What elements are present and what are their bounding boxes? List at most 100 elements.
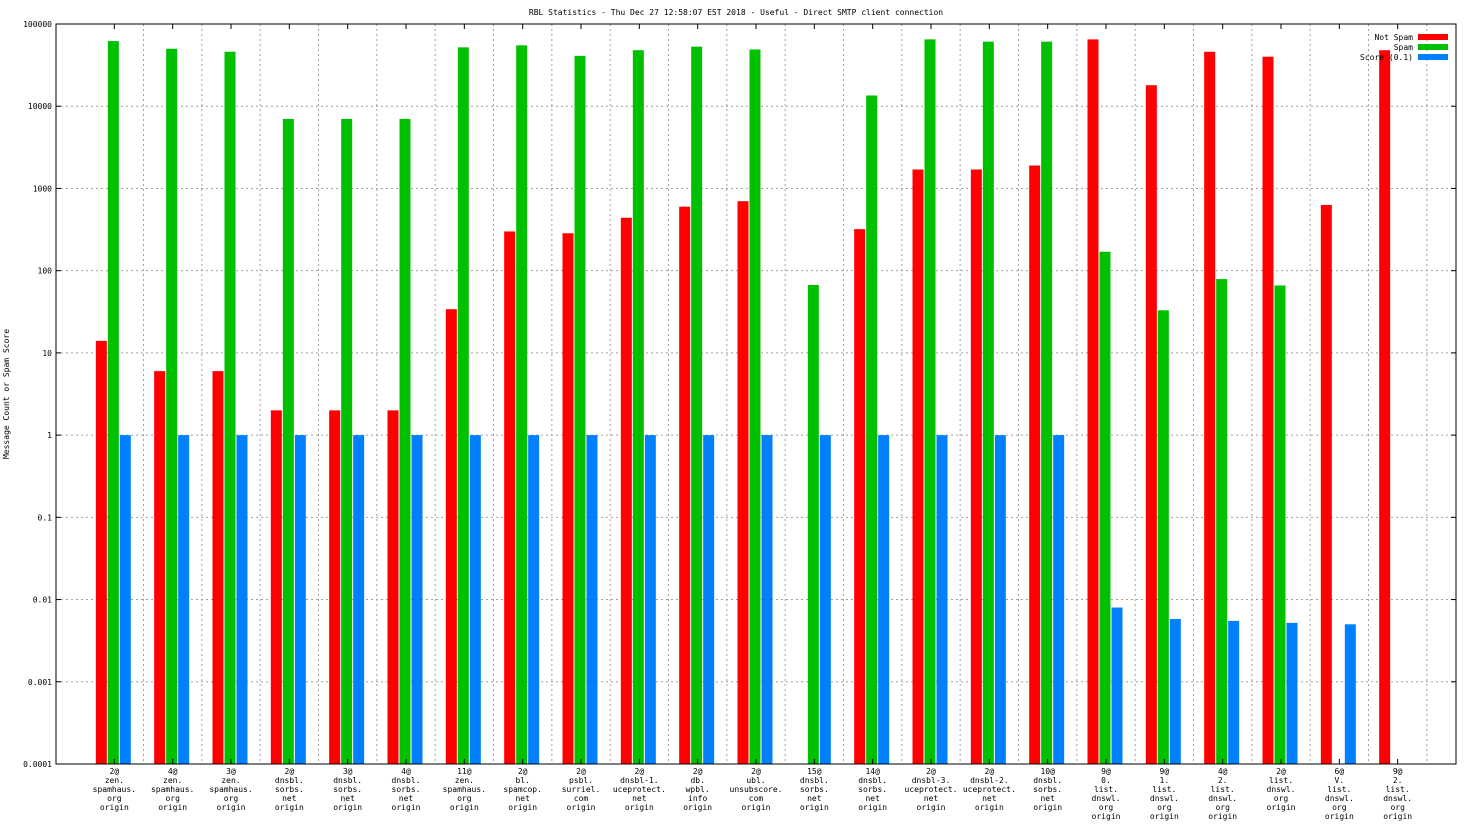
x-tick-label-line: sorbs. — [1033, 785, 1062, 794]
x-tick-label-line: origin — [567, 803, 596, 812]
x-tick-label-line: list. — [1269, 776, 1293, 785]
bar-spam-20 — [1216, 279, 1228, 764]
bar-not-spam-20 — [1204, 51, 1216, 764]
x-tick-label-line: sorbs. — [392, 785, 421, 794]
x-tick-label-line: dnsbl. — [392, 776, 421, 785]
bar-score-0-1-9 — [586, 435, 598, 764]
bar-spam-7 — [457, 47, 469, 765]
x-tick-label-line: 10@ — [1040, 767, 1055, 776]
bar-not-spam-10 — [620, 217, 632, 764]
bar-spam-3 — [224, 51, 236, 764]
x-tick-label-line: 14@ — [865, 767, 880, 776]
x-tick-label-line: uceprotect. — [905, 785, 958, 794]
y-tick-label: 10000 — [28, 102, 52, 111]
bar-spam-15 — [924, 39, 936, 764]
bar-spam-2 — [166, 48, 178, 765]
bar-spam-19 — [1157, 310, 1169, 764]
bar-spam-21 — [1274, 285, 1286, 764]
x-tick-label-line: wpbl. — [686, 785, 710, 794]
x-tick-label: 9@ 2. list. dnswl. org origin — [1383, 767, 1412, 821]
x-tick-label-line: zen. — [455, 776, 474, 785]
bar-score-0-1-10 — [644, 435, 656, 764]
x-tick-label-line: org — [165, 794, 180, 803]
x-tick-label-line: 6@ — [1335, 767, 1345, 776]
x-tick-label-line: origin — [800, 803, 829, 812]
x-tick-label-line: origin — [275, 803, 304, 812]
bar-spam-16 — [982, 41, 994, 765]
legend-swatch — [1418, 44, 1448, 50]
x-tick-label-line: origin — [450, 803, 479, 812]
bar-spam-5 — [341, 118, 353, 764]
x-tick-label: 4@ 2. list. dnswl. org origin — [1208, 767, 1237, 821]
x-tick-label-line: org — [1274, 794, 1289, 803]
x-tick-label-line: origin — [1325, 812, 1354, 821]
x-tick-label-line: origin — [1150, 812, 1179, 821]
x-tick-label: 3@ zen. spamhaus. org origin — [209, 767, 252, 812]
x-tick-label-line: dnswl. — [1150, 794, 1179, 803]
x-tick-label-line: 9@ — [1101, 767, 1111, 776]
x-tick-label-line: net — [340, 794, 355, 803]
x-tick-label-line: org — [1215, 803, 1230, 812]
x-tick-label-line: 2@ — [110, 767, 120, 776]
x-tick-label-line: 9@ — [1160, 767, 1170, 776]
y-tick-label: 0.1 — [38, 513, 53, 522]
bar-not-spam-1 — [95, 340, 107, 764]
x-tick-label-line: dnsbl-1. — [620, 776, 659, 785]
x-tick-label-line: zen. — [221, 776, 240, 785]
x-tick-label-line: net — [924, 794, 939, 803]
x-tick-label-line: list. — [1386, 785, 1410, 794]
bar-score-0-1-20 — [1228, 620, 1240, 764]
x-tick-label-line: uceprotect. — [613, 785, 666, 794]
y-tick-label: 10 — [42, 349, 52, 358]
legend-swatch — [1418, 54, 1448, 60]
x-tick-label-line: 2. — [1393, 776, 1403, 785]
chart-title: RBL Statistics - Thu Dec 27 12:58:07 EST… — [529, 8, 943, 17]
bar-score-0-1-4 — [294, 435, 306, 764]
x-tick-label-line: 2@ — [635, 767, 645, 776]
bar-not-spam-11 — [679, 206, 691, 764]
bar-not-spam-8 — [504, 231, 516, 764]
x-tick-label-line: zen. — [105, 776, 124, 785]
bar-not-spam-7 — [445, 309, 457, 764]
x-tick-label: 4@ dnsbl. sorbs. net origin — [392, 767, 421, 812]
x-tick-label: 2@ dnsbl-3. uceprotect. net origin — [905, 767, 958, 812]
x-tick-label-line: 2@ — [926, 767, 936, 776]
bar-spam-13 — [807, 284, 819, 764]
x-tick-label-line: spamcop. — [503, 785, 542, 794]
x-tick-label: 6@ V. list. dnswl. org origin — [1325, 767, 1354, 821]
x-tick-label-line: com — [749, 794, 764, 803]
bar-spam-14 — [866, 95, 878, 765]
bar-not-spam-6 — [387, 410, 399, 764]
plot-frame — [55, 23, 1457, 765]
x-tick-label-line: 4@ — [168, 767, 178, 776]
bar-score-0-1-6 — [411, 435, 423, 764]
x-tick-label-line: list. — [1211, 785, 1235, 794]
x-tick-label-line: sorbs. — [800, 785, 829, 794]
x-tick-label-line: com — [574, 794, 589, 803]
x-tick-label: 9@ 1. list. dnswl. org origin — [1150, 767, 1179, 821]
x-tick-label-line: origin — [508, 803, 537, 812]
x-tick-label-line: net — [1040, 794, 1055, 803]
x-tick-label-line: origin — [158, 803, 187, 812]
x-tick-label: 2@ psbl. surriel. com origin — [562, 767, 601, 812]
y-tick-label: 0.0001 — [23, 760, 52, 769]
x-tick-label-line: bl. — [515, 776, 529, 785]
x-tick-label-line: dnsbl-2. — [970, 776, 1009, 785]
x-tick-label-line: origin — [1092, 812, 1121, 821]
legend-swatch — [1418, 34, 1448, 40]
x-tick-label-line: 3@ — [226, 767, 236, 776]
bar-score-0-1-8 — [528, 435, 540, 764]
bar-score-0-1-15 — [936, 435, 948, 764]
x-tick-label-line: 2@ — [693, 767, 703, 776]
x-tick-label: 9@ 0. list. dnswl. org origin — [1092, 767, 1121, 821]
x-tick-label: 10@ dnsbl. sorbs. net origin — [1033, 767, 1062, 812]
x-tick-label-line: 15@ — [807, 767, 822, 776]
x-tick-label-line: 4@ — [1218, 767, 1228, 776]
bar-not-spam-5 — [329, 410, 341, 764]
axis-layer: 0.0001 0.001 0.01 0.1 1 10 100 1000 10000 100000 2… — [23, 20, 1457, 821]
bar-spam-17 — [1041, 41, 1053, 765]
x-tick-label-line: spamhaus. — [443, 785, 486, 794]
